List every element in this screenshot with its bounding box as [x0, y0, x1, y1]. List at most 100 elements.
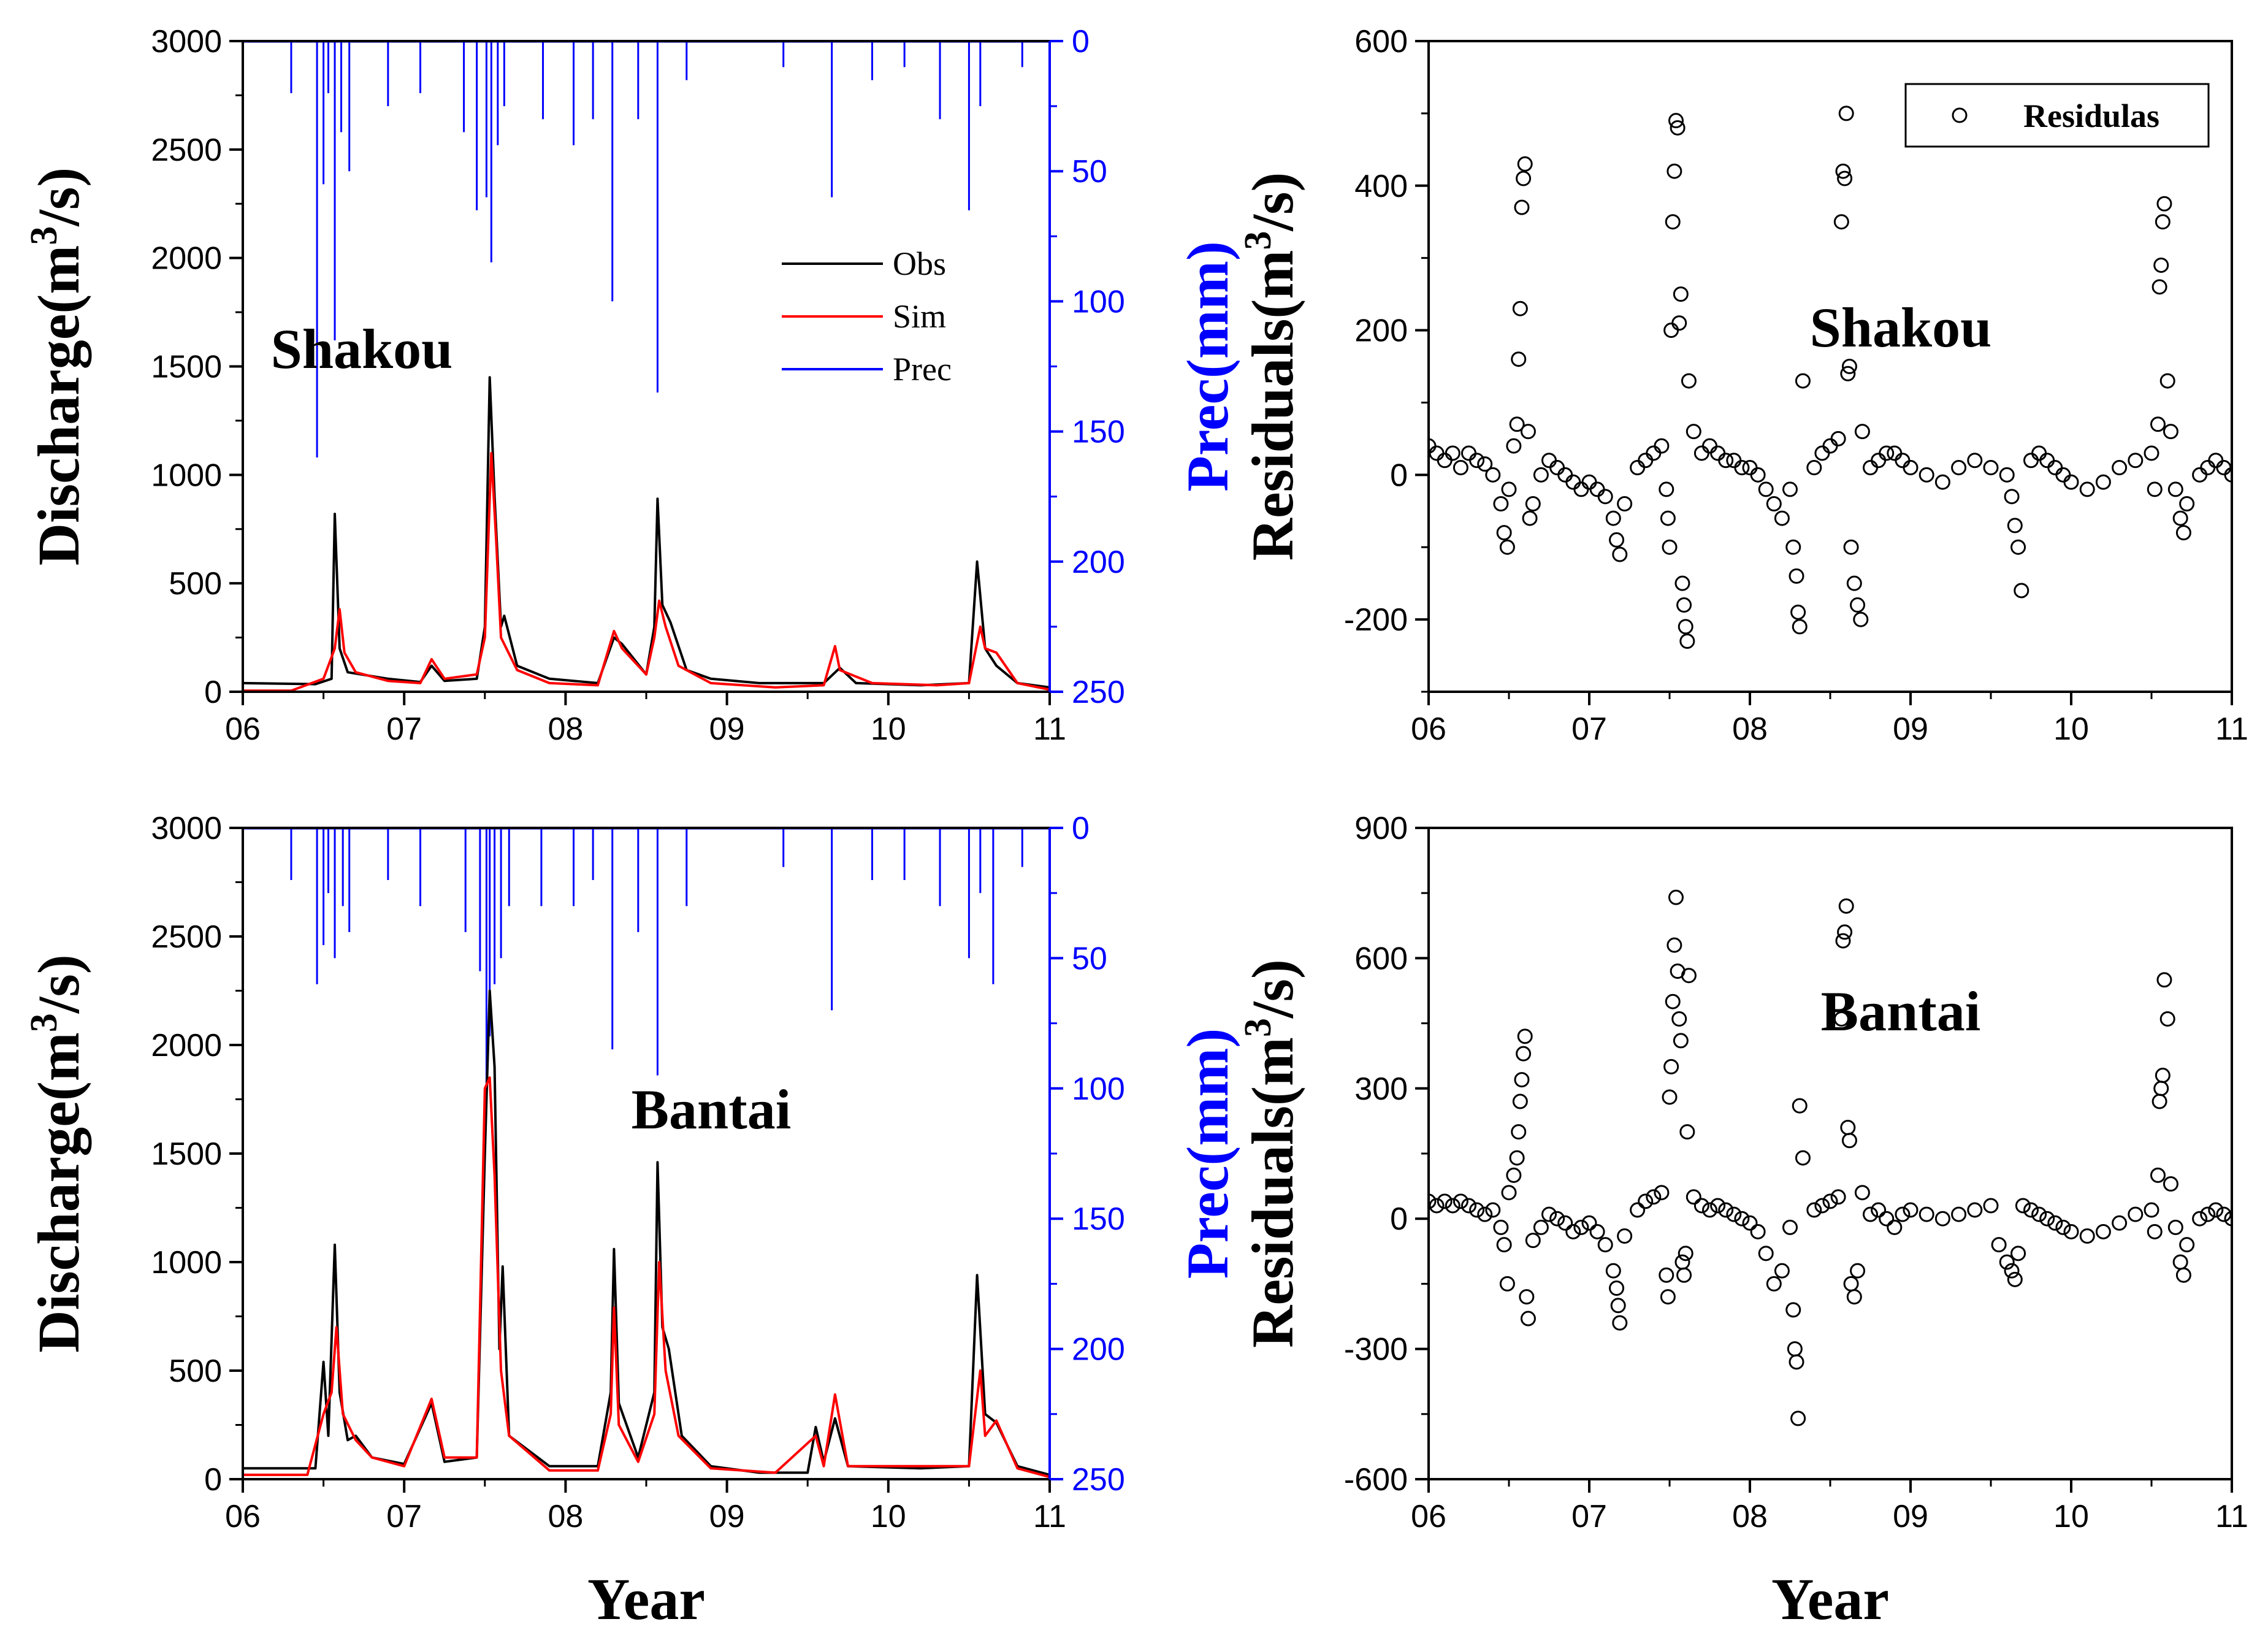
y-axis-title-part: Discharge(m: [26, 245, 91, 566]
x-axis-title: Year: [587, 1566, 705, 1632]
y-axis-title-part: /s): [1240, 172, 1305, 232]
residual-point: [1838, 105, 1854, 121]
x-tick-label: 07: [386, 1499, 422, 1534]
residual-point: [1758, 481, 1774, 497]
y2-tick-label: 200: [1072, 545, 1125, 580]
residual-point: [1557, 1215, 1573, 1231]
residual-point: [1833, 214, 1849, 230]
legend-label: Residulas: [2023, 98, 2159, 134]
residual-point: [1686, 424, 1701, 440]
residual-point: [1782, 1219, 1798, 1235]
residual-point: [1662, 539, 1678, 555]
residual-point: [2079, 1228, 2095, 1244]
residual-point: [1726, 1206, 1742, 1222]
residual-point: [1493, 1219, 1509, 1235]
residual-point: [1841, 1133, 1857, 1149]
residual-point: [1659, 481, 1674, 497]
residual-point: [1638, 1193, 1654, 1209]
residual-point: [1501, 481, 1517, 497]
residual-point: [2179, 1237, 2195, 1253]
residual-point: [1499, 539, 1515, 555]
residual-point: [1522, 510, 1538, 526]
residual-series: [1429, 105, 2232, 649]
residual-point: [1676, 597, 1692, 613]
residual-point: [1609, 532, 1625, 548]
residual-point: [1806, 460, 1822, 476]
x-tick-label: 11: [1033, 1499, 1066, 1534]
residual-point: [1999, 467, 2015, 483]
residual-point: [1506, 1167, 1522, 1183]
x-tick-label: 06: [225, 711, 261, 747]
residual-point: [1477, 456, 1493, 472]
y-axis-title-part: Discharge(m: [26, 1032, 91, 1353]
residual-point: [1895, 1206, 1911, 1222]
residual-point: [2063, 474, 2079, 490]
residual-point: [1919, 467, 1934, 483]
plot-area: [1429, 889, 2232, 1426]
residual-point: [1782, 481, 1798, 497]
residual-point: [1509, 416, 1525, 432]
residual-point: [1509, 1150, 1525, 1166]
y-tick-label: 0: [204, 1462, 222, 1498]
residual-point: [1437, 1193, 1453, 1209]
residual-point: [1840, 366, 1856, 381]
residual-point: [1790, 604, 1806, 620]
residual-point: [2007, 1271, 2023, 1287]
residual-point: [1520, 1311, 1536, 1326]
x-tick-label: 09: [1893, 711, 1928, 747]
residual-point: [1514, 1072, 1530, 1088]
x-tick-label: 06: [1411, 1499, 1446, 1534]
residual-point: [1879, 445, 1895, 461]
y-tick-label: -200: [1344, 602, 1408, 638]
residual-point: [1863, 1206, 1878, 1222]
residual-point: [1581, 1215, 1597, 1231]
residual-point: [1795, 373, 1811, 389]
residual-point: [1734, 460, 1750, 476]
residual-point: [1785, 1302, 1801, 1318]
residual-point: [1718, 453, 1734, 469]
residual-point: [1525, 496, 1541, 511]
residual-point: [1795, 1150, 1811, 1166]
residual-point: [1854, 424, 1870, 440]
residual-point: [1496, 525, 1512, 541]
residual-point: [1654, 1185, 1670, 1201]
residual-point: [2155, 214, 2171, 230]
y-tick-label: 400: [1354, 169, 1408, 204]
residual-point: [1477, 1206, 1493, 1222]
residual-point: [1469, 1202, 1485, 1218]
x-tick-label: 08: [548, 711, 583, 747]
residual-point: [1814, 1198, 1830, 1214]
x-tick-label: 08: [548, 1499, 583, 1534]
residual-point: [1766, 496, 1782, 511]
residual-point: [2015, 1198, 2031, 1214]
y2-tick-label: 100: [1072, 284, 1125, 320]
residual-point: [1887, 1219, 1903, 1235]
residual-point: [2156, 196, 2172, 212]
residual-point: [1983, 1198, 1999, 1214]
station-label: Bantai: [632, 1078, 792, 1141]
station-label: Shakou: [271, 318, 453, 380]
residual-point: [1617, 1228, 1633, 1244]
residual-point: [1445, 1198, 1460, 1214]
residual-point: [1665, 214, 1681, 230]
y-tick-label: 1500: [151, 1136, 222, 1172]
residual-point: [2010, 539, 2026, 555]
residual-point: [1659, 1267, 1674, 1283]
y2-tick-label: 150: [1072, 1201, 1125, 1237]
residual-point: [2175, 525, 2191, 541]
residual-point: [2179, 496, 2195, 511]
residual-point: [1843, 539, 1859, 555]
legend-label: Sim: [893, 298, 946, 335]
residual-point: [1674, 575, 1690, 591]
residual-point: [2192, 1211, 2208, 1227]
residual-point: [1445, 445, 1460, 461]
residual-point: [2163, 1176, 2178, 1192]
residual-point: [1511, 351, 1527, 367]
residual-point: [1485, 467, 1501, 483]
residual-point: [1718, 1202, 1734, 1218]
residual-point: [1967, 453, 1983, 469]
residual-point: [1792, 619, 1808, 635]
residual-point: [1533, 467, 1549, 483]
residual-point: [1660, 1289, 1676, 1305]
